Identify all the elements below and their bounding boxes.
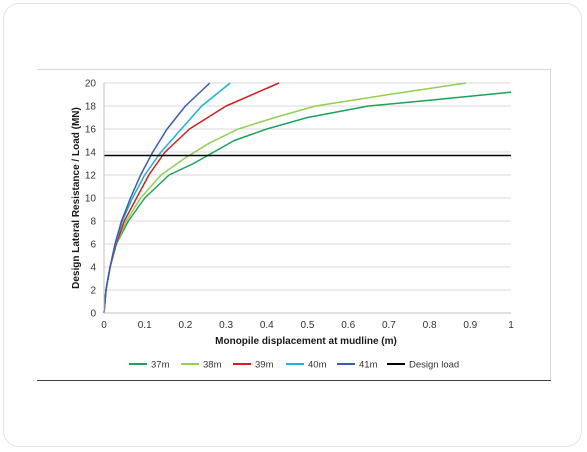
x-tick-label-0.3: 0.3 [219, 320, 233, 331]
y-tick-label-12: 12 [85, 171, 97, 182]
x-tick-label-0: 0 [101, 320, 107, 331]
y-axis-label: Design Lateral Resistance / Load (MN) [71, 107, 82, 289]
x-tick-label-0.9: 0.9 [463, 320, 477, 331]
legend-label-40m: 40m [308, 360, 327, 371]
x-tick-label-0.2: 0.2 [178, 320, 192, 331]
axes [103, 83, 511, 314]
x-tick-label-0.4: 0.4 [260, 320, 274, 331]
grid [104, 82, 511, 291]
y-tick-label-18: 18 [85, 102, 97, 113]
chart-frame [3, 3, 582, 447]
x-tick-label-0.7: 0.7 [382, 320, 396, 331]
x-tick-label-0.6: 0.6 [341, 320, 355, 331]
frame-rule-top [37, 69, 551, 70]
legend-label-39m: 39m [255, 360, 274, 371]
legend-label-design-load: Design load [409, 360, 459, 371]
y-tick-label-10: 10 [85, 194, 97, 205]
legend-label-37m: 37m [151, 360, 170, 371]
series-line-41m [103, 82, 211, 314]
frame-rule-right [550, 69, 551, 381]
x-axis-label: Monopile displacement at mudline (m) [215, 336, 397, 347]
frame-rule-bottom [37, 380, 551, 381]
y-tick-label-2: 2 [90, 286, 96, 297]
y-tick-label-0: 0 [90, 309, 96, 320]
y-tick-label-16: 16 [85, 125, 97, 136]
x-tick-label-0.1: 0.1 [138, 320, 152, 331]
tick-labels: 0 2 4 6 8 10 12 14 16 18 20 0 0.1 0.2 0.3 0.4 0.5 0.6 0.7 0… [85, 79, 514, 332]
legend-label-38m: 38m [203, 360, 222, 371]
series-line-37m [103, 91, 512, 314]
x-tick-label-0.8: 0.8 [423, 320, 437, 331]
y-tick-label-14: 14 [85, 148, 97, 159]
x-tick-label-0.5: 0.5 [301, 320, 315, 331]
x-tick-label-1: 1 [508, 320, 514, 331]
y-tick-label-4: 4 [90, 263, 96, 274]
legend-label-41m: 41m [359, 360, 378, 371]
series-lines [103, 82, 512, 314]
legend: 37m 38m 39m 40m 41m Design load [129, 360, 459, 371]
y-tick-label-6: 6 [90, 240, 96, 251]
y-tick-label-8: 8 [90, 217, 96, 228]
y-tick-label-20: 20 [85, 79, 97, 90]
